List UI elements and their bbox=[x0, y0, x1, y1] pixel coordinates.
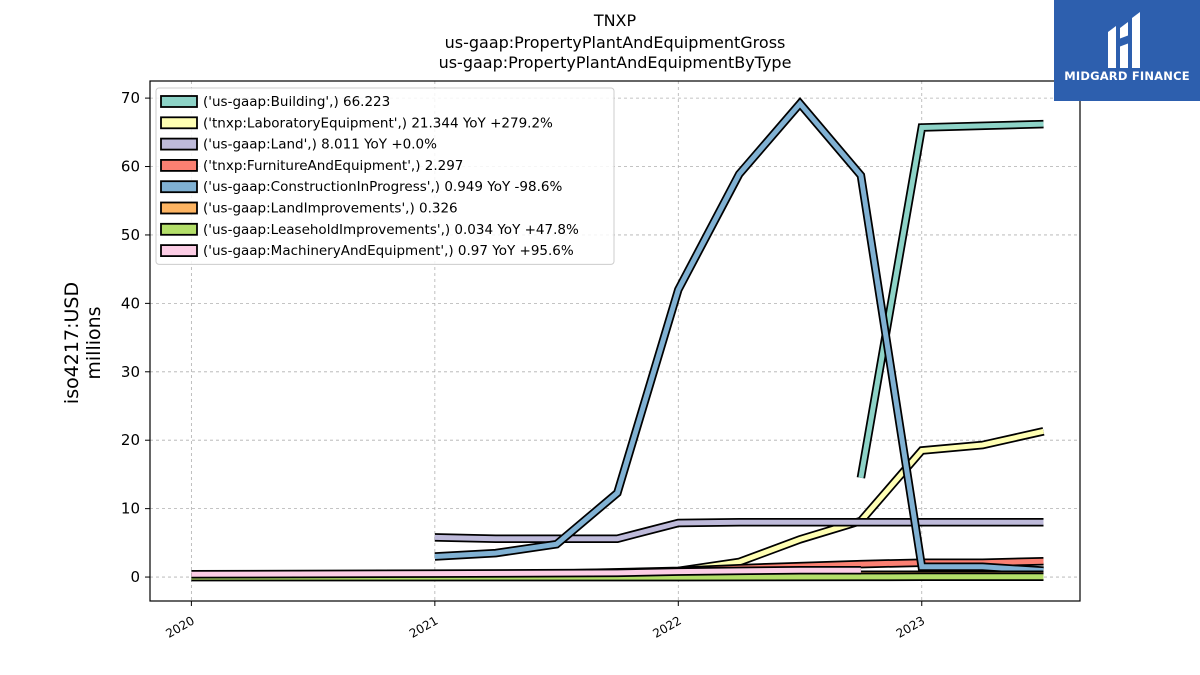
x-tick-label: 2020 bbox=[163, 613, 196, 640]
y-tick-label: 60 bbox=[121, 158, 140, 176]
legend-swatch bbox=[160, 201, 198, 215]
legend-entry: ('us-gaap:MachineryAndEquipment',) 0.97 … bbox=[203, 243, 574, 259]
plot-frame bbox=[149, 80, 1081, 602]
legend-swatch bbox=[160, 137, 198, 151]
x-tick-label: 2021 bbox=[407, 613, 440, 640]
legend-swatch bbox=[160, 222, 198, 236]
brand-logo-box: MIDGARD FINANCE bbox=[1054, 0, 1200, 101]
y-tick-label: 50 bbox=[121, 226, 140, 244]
series-group bbox=[191, 97, 1045, 582]
legend-entry: ('us-gaap:LandImprovements',) 0.326 bbox=[203, 201, 458, 217]
series-outline-us-gaap-building bbox=[856, 119, 1044, 479]
y-tick-label: 0 bbox=[130, 568, 140, 586]
brand-name: MIDGARD FINANCE bbox=[1064, 69, 1190, 83]
chart-subtitle-1: us-gaap:PropertyPlantAndEquipmentGross bbox=[445, 33, 786, 52]
y-axis-label-line1: iso4217:USD bbox=[61, 282, 83, 404]
legend-entry: ('tnxp:LaboratoryEquipment',) 21.344 YoY… bbox=[203, 115, 553, 131]
x-tick-label: 2023 bbox=[894, 613, 927, 640]
series-line-us-gaap-machineryandequipment-yoy bbox=[191, 567, 861, 577]
legend: ('us-gaap:Building',) 66.223 ('tnxp:Labor… bbox=[155, 87, 615, 265]
y-tick-label: 10 bbox=[121, 500, 140, 518]
midgard-logo-icon bbox=[1108, 12, 1140, 68]
series-outline-tnxp-laboratoryequipment-yoy bbox=[677, 427, 1045, 576]
series-line-us-gaap-constructioninprogress-yoy bbox=[434, 99, 1044, 574]
y-tick-label: 40 bbox=[121, 294, 140, 312]
chart-title: TNXP bbox=[593, 11, 637, 30]
legend-entry: ('us-gaap:Building',) 66.223 bbox=[203, 94, 390, 110]
series-line-us-gaap-land-yoy bbox=[434, 519, 1044, 542]
legend-entry: ('tnxp:FurnitureAndEquipment',) 2.297 bbox=[203, 158, 463, 174]
legend-swatch bbox=[160, 244, 198, 258]
legend-entry: ('us-gaap:ConstructionInProgress',) 0.94… bbox=[203, 179, 562, 195]
y-axis-label-line2: millions bbox=[83, 306, 105, 379]
x-tick-label: 2022 bbox=[650, 613, 683, 640]
series-line-tnxp-laboratoryequipment-yoy bbox=[677, 428, 1045, 574]
series-line-us-gaap-building bbox=[858, 121, 1044, 479]
legend-swatch bbox=[160, 180, 198, 194]
legend-swatch bbox=[160, 95, 198, 108]
legend-swatch bbox=[160, 158, 198, 172]
legend-box bbox=[155, 87, 615, 265]
legend-swatch bbox=[160, 116, 198, 130]
legend-entry: ('us-gaap:Land',) 8.011 YoY +0.0% bbox=[203, 137, 437, 153]
legend-entry: ('us-gaap:LeaseholdImprovements',) 0.034… bbox=[203, 222, 579, 238]
y-tick-label: 30 bbox=[121, 363, 140, 381]
y-tick-label: 20 bbox=[121, 431, 140, 449]
y-tick-label: 70 bbox=[121, 89, 140, 107]
chart-subtitle-2: us-gaap:PropertyPlantAndEquipmentByType bbox=[439, 53, 792, 72]
